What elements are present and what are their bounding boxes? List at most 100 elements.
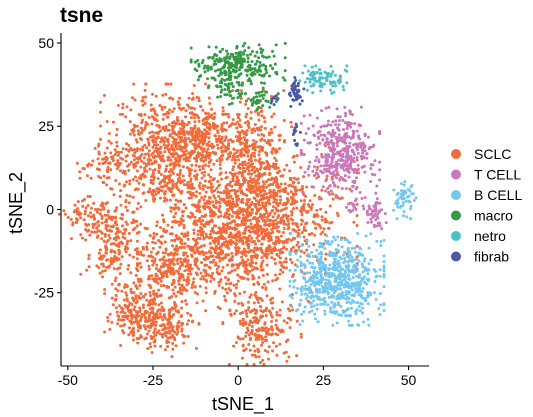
point <box>304 132 308 135</box>
point <box>369 220 373 224</box>
point <box>337 133 341 137</box>
point <box>180 210 184 214</box>
point <box>351 134 355 138</box>
point <box>225 253 229 257</box>
point <box>301 271 305 275</box>
point <box>367 262 371 266</box>
point <box>102 239 106 243</box>
point <box>234 243 238 247</box>
point <box>171 220 175 224</box>
point <box>174 294 178 298</box>
point <box>218 156 222 160</box>
point <box>285 215 289 219</box>
point <box>159 129 163 133</box>
point <box>194 238 198 242</box>
point <box>204 158 208 162</box>
point <box>339 313 343 317</box>
point <box>186 259 190 263</box>
point <box>204 111 208 115</box>
point <box>212 194 216 198</box>
point <box>264 314 268 318</box>
point <box>108 161 112 165</box>
point <box>323 217 327 221</box>
point <box>177 130 181 134</box>
point <box>174 163 178 167</box>
point <box>251 254 255 258</box>
point <box>365 211 369 215</box>
point <box>348 240 352 244</box>
point <box>348 141 352 145</box>
point <box>314 280 318 284</box>
point <box>351 208 355 212</box>
point <box>275 310 279 314</box>
point <box>260 147 264 151</box>
point <box>101 205 105 209</box>
point <box>167 329 171 333</box>
point <box>289 247 293 251</box>
point <box>272 200 276 204</box>
point <box>121 329 125 333</box>
point <box>173 203 177 207</box>
point <box>219 210 223 214</box>
point <box>324 153 328 157</box>
point <box>222 230 226 234</box>
point <box>384 221 388 225</box>
point <box>212 205 216 209</box>
point <box>249 230 253 234</box>
point <box>377 307 381 311</box>
point <box>276 166 280 170</box>
point <box>179 257 183 261</box>
point <box>319 232 323 236</box>
point <box>162 199 166 203</box>
point <box>343 134 347 138</box>
point <box>129 331 133 335</box>
point <box>227 143 231 147</box>
point <box>166 158 170 162</box>
point <box>278 308 282 312</box>
point <box>152 296 156 300</box>
point <box>180 314 184 318</box>
point <box>112 257 116 261</box>
point <box>271 215 275 219</box>
point <box>130 148 134 152</box>
point <box>126 164 130 168</box>
point <box>235 126 239 130</box>
point <box>199 146 203 150</box>
point <box>290 296 294 300</box>
point <box>246 161 250 165</box>
point <box>201 167 205 171</box>
point <box>289 238 293 242</box>
point <box>209 175 213 179</box>
point <box>244 178 248 182</box>
point <box>337 303 341 307</box>
point <box>101 275 105 279</box>
point <box>256 133 260 137</box>
point <box>194 194 198 198</box>
point <box>275 326 279 330</box>
point <box>334 123 338 127</box>
point <box>324 106 328 110</box>
point <box>293 185 297 189</box>
point <box>149 103 153 107</box>
point <box>305 242 309 246</box>
point <box>132 82 136 86</box>
point <box>135 169 139 173</box>
point <box>171 341 175 345</box>
point <box>291 308 295 312</box>
point <box>83 197 87 201</box>
point <box>236 130 240 134</box>
point <box>147 149 151 153</box>
point <box>286 338 290 342</box>
point <box>131 195 135 199</box>
point <box>327 253 331 257</box>
point <box>246 308 250 312</box>
point <box>174 198 178 202</box>
point <box>222 121 226 125</box>
point <box>353 122 357 126</box>
point <box>158 312 162 316</box>
point <box>342 163 346 167</box>
point <box>299 335 303 339</box>
point <box>295 200 299 204</box>
point <box>149 345 153 349</box>
point <box>161 318 165 322</box>
